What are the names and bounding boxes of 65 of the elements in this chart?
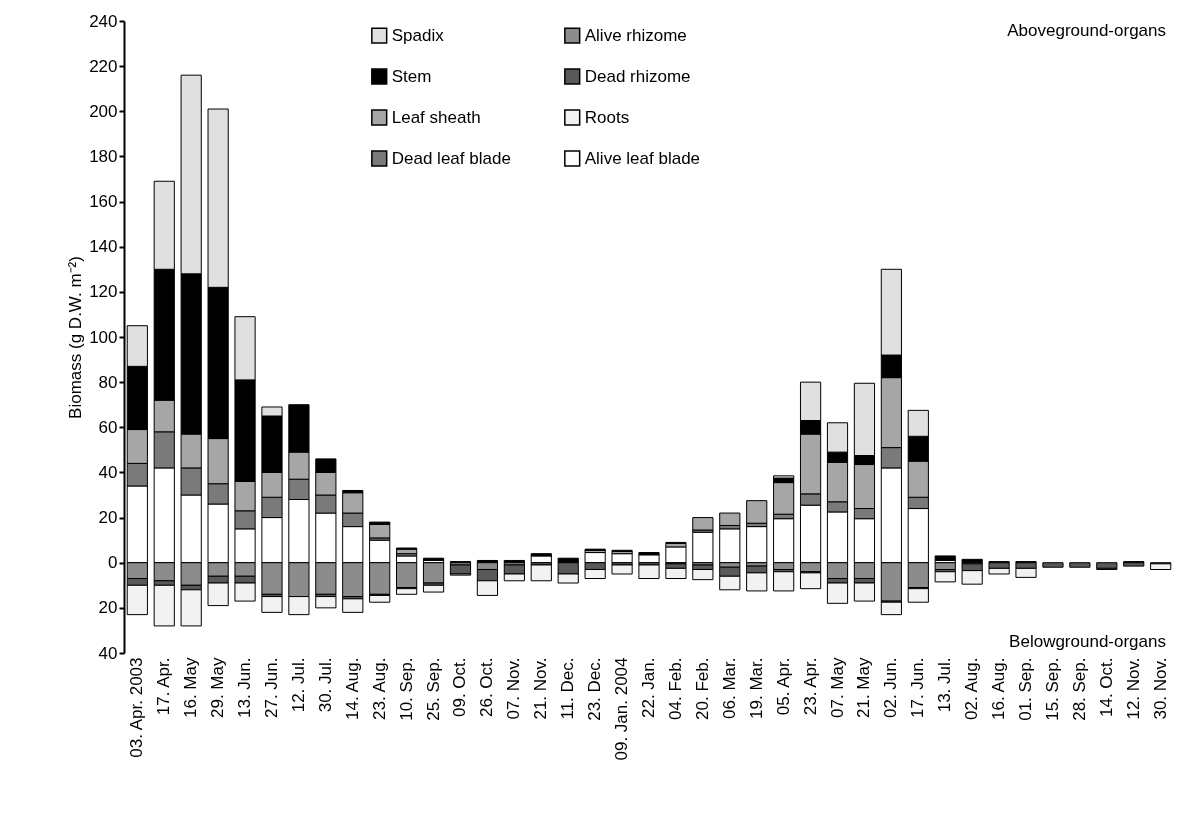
y-tick-label: 180 [89, 146, 118, 166]
legend-label: Dead rhizome [584, 66, 691, 86]
x-tick-label: 22. Jan. [639, 657, 658, 718]
x-tick-label: 23. Aug. [369, 657, 389, 720]
x-tick-label: 15. Sep. [1042, 657, 1062, 721]
y-tick-label: 20 [98, 508, 118, 528]
x-tick-label: 14. Aug. [342, 657, 362, 720]
x-tick-label: 19. Mar. [746, 657, 766, 719]
x-tick-label: 17. Jun. [908, 657, 928, 718]
x-tick-label: 21. May [854, 657, 874, 718]
x-tick-label: 13. Jun. [235, 657, 255, 718]
x-tick-label: 26. Oct. [477, 657, 497, 718]
x-tick-label: 07. May [827, 657, 847, 718]
x-tick-label: 17. Apr. [154, 657, 174, 716]
y-tick-label: 100 [89, 327, 118, 347]
legend-label: Dead leaf blade [391, 148, 511, 168]
x-tick-label: 20. Feb. [692, 657, 712, 720]
x-tick-label: 10. Sep. [396, 657, 416, 721]
annotation: Aboveground-organs [1007, 21, 1166, 40]
x-tick-label: 03. Apr. 2003 [127, 657, 147, 758]
x-tick-label: 02. Jun. [881, 657, 901, 718]
x-tick-label: 11. Dec. [558, 657, 578, 720]
x-tick-label: 01. Sep. [1016, 657, 1036, 721]
y-tick-label: 60 [98, 417, 118, 437]
y-tick-label: 160 [89, 192, 118, 212]
x-tick-label: 30. Jul. [315, 657, 335, 713]
y-tick-label: 220 [89, 56, 118, 76]
x-tick-label: 05. Apr. [773, 657, 793, 716]
x-tick-label: 06. Mar. [719, 657, 739, 719]
legend-label: Roots [584, 107, 630, 127]
x-tick-label: 13. Jul. [935, 657, 955, 713]
y-tick-label: 140 [89, 237, 118, 257]
y-tick-label: 120 [89, 282, 118, 302]
y-tick-label: 20 [98, 598, 118, 618]
y-tick-label: 40 [98, 643, 118, 663]
x-tick-label: 12. Jul. [288, 657, 308, 713]
legend-label: Alive rhizome [584, 25, 687, 45]
y-tick-label: 40 [98, 462, 118, 482]
y-tick-label: 0 [108, 553, 118, 573]
x-tick-label: 09. Oct. [450, 657, 470, 718]
legend-label: Alive leaf blade [584, 148, 701, 168]
x-tick-label: 12. Nov. [1123, 657, 1143, 720]
x-tick-label: 04. Feb. [665, 657, 685, 720]
y-tick-label: 240 [89, 11, 118, 31]
x-tick-label: 27. Jun. [261, 657, 281, 718]
x-tick-label: 30. Nov. [1150, 657, 1170, 720]
y-tick-label: 200 [89, 101, 118, 121]
x-tick-label: 09. Jan. 2004 [612, 657, 632, 761]
y-tick-label: 80 [98, 372, 118, 392]
x-tick-label: 07. Nov. [504, 657, 524, 720]
annotation: Belowground-organs [1009, 632, 1166, 651]
x-tick-label: 02. Aug. [962, 657, 982, 720]
x-tick-label: 23. Apr. [800, 657, 820, 716]
legend-label: Stem [391, 66, 432, 86]
x-tick-label: 23. Dec. [585, 657, 605, 721]
x-tick-label: 14. Oct. [1096, 657, 1116, 718]
x-tick-label: 29. May [208, 657, 228, 718]
x-tick-label: 25. Sep. [423, 657, 443, 721]
y-axis-title: Biomass (g D.W. m⁻²) [66, 256, 86, 419]
legend-label: Spadix [391, 25, 445, 45]
x-tick-label: 16. May [181, 657, 201, 718]
x-tick-label: 21. Nov. [531, 657, 551, 720]
legend-label: Leaf sheath [391, 107, 481, 127]
x-tick-label: 28. Sep. [1069, 657, 1089, 721]
x-tick-label: 16. Aug. [989, 657, 1009, 720]
